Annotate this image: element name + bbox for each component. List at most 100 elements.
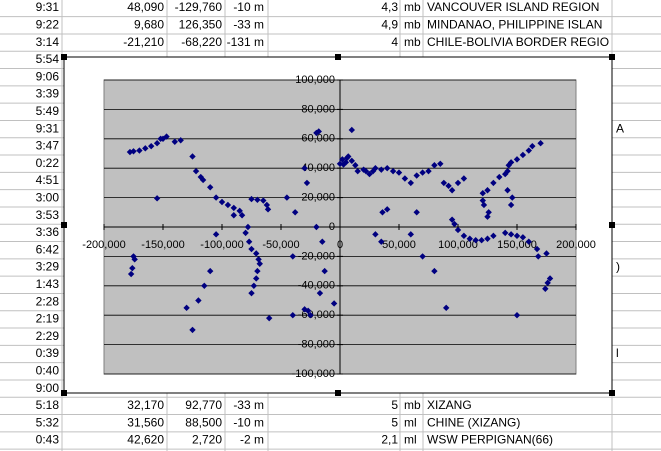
selection-handle xyxy=(61,390,67,396)
x-tick-label: -150,000 xyxy=(141,239,184,251)
y-tick-label: 80,000 xyxy=(301,103,335,115)
cell-text: 3:29 xyxy=(36,260,60,274)
data-point xyxy=(340,161,347,168)
y-tick-label: 20,000 xyxy=(301,192,335,204)
cell-text: CHILE-BOLIVIA BORDER REGIO xyxy=(427,35,609,49)
data-point xyxy=(384,165,391,172)
data-point xyxy=(253,275,260,282)
data-point xyxy=(307,312,314,319)
cell-text: CHINE (XIZANG) xyxy=(427,415,520,429)
cell-text: ml xyxy=(404,415,417,429)
data-point xyxy=(544,279,551,287)
data-point xyxy=(366,170,373,178)
cell-text: 9:31 xyxy=(36,121,60,135)
embedded-chart[interactable]: -100,000-80,000-60,000-40,000-20,000020,… xyxy=(61,54,615,396)
data-point xyxy=(207,267,214,275)
data-point xyxy=(535,253,542,260)
data-point xyxy=(443,304,450,312)
data-point xyxy=(437,160,444,167)
data-point xyxy=(199,176,207,184)
data-point xyxy=(533,245,541,253)
data-point xyxy=(413,209,420,216)
data-point xyxy=(425,167,432,175)
data-point xyxy=(379,209,386,216)
cell-text: 3:39 xyxy=(36,87,60,101)
data-point xyxy=(250,282,258,289)
data-point xyxy=(301,306,308,313)
data-point xyxy=(519,151,527,159)
cell-text: 9:37 xyxy=(36,450,60,451)
cell-text: 1:43 xyxy=(36,277,60,291)
data-point xyxy=(519,234,527,241)
data-point xyxy=(348,126,355,134)
data-point xyxy=(153,140,161,147)
data-point xyxy=(407,231,414,238)
x-tick-label: 0 xyxy=(337,239,343,251)
data-point xyxy=(431,162,438,169)
cell-text: 32,170 xyxy=(127,398,164,412)
data-point xyxy=(484,213,491,220)
selection-handle xyxy=(609,390,615,396)
data-point xyxy=(484,187,491,194)
cell-text: -131 m xyxy=(227,35,264,49)
data-point xyxy=(372,231,379,238)
cell-text: 3:36 xyxy=(36,225,60,239)
data-point xyxy=(142,145,149,152)
data-point xyxy=(189,153,196,160)
y-tick-label: -100,000 xyxy=(292,368,335,380)
cell-text: 31,560 xyxy=(127,415,164,429)
data-point xyxy=(183,304,190,312)
cell-text: -33 m xyxy=(233,398,264,412)
cell-text: 4 xyxy=(391,35,398,49)
data-point xyxy=(384,206,391,213)
cell-text: -129,760 xyxy=(175,0,223,14)
y-tick-label: -80,000 xyxy=(298,339,335,351)
data-point xyxy=(283,194,291,201)
data-point xyxy=(303,179,311,187)
data-point xyxy=(352,162,359,169)
data-point xyxy=(126,148,134,156)
data-point xyxy=(291,209,299,216)
data-point xyxy=(445,182,452,190)
cell-text: 9,680 xyxy=(134,17,164,31)
cell-text: ml xyxy=(404,433,417,447)
cell-text: 3:14 xyxy=(36,35,60,49)
cell-text: 88,500 xyxy=(185,415,222,429)
data-point xyxy=(260,197,267,204)
cell-text: 5:49 xyxy=(36,104,60,118)
data-point xyxy=(480,201,488,209)
data-point xyxy=(163,133,170,140)
data-point xyxy=(264,206,272,213)
data-point xyxy=(201,282,208,289)
data-point xyxy=(479,197,486,204)
data-point xyxy=(466,235,473,242)
data-point xyxy=(546,275,554,282)
data-point xyxy=(255,256,262,263)
x-tick-label: -200,000 xyxy=(82,239,125,251)
data-point xyxy=(266,314,273,322)
cell-text: 5:32 xyxy=(36,415,60,429)
data-point xyxy=(507,159,515,166)
data-point xyxy=(460,232,468,240)
data-point xyxy=(413,172,420,179)
data-point xyxy=(542,285,549,292)
cell-text: 0:40 xyxy=(36,363,60,377)
data-point xyxy=(479,189,486,197)
cell-text: -1 m xyxy=(240,450,264,451)
data-point xyxy=(529,142,536,150)
cell-text: 5 xyxy=(391,415,398,429)
cell-text: MINDANAO, PHILIPPINE ISLAN xyxy=(427,17,602,31)
y-tick-label: -20,000 xyxy=(298,250,335,262)
data-point xyxy=(348,157,355,165)
data-point xyxy=(454,179,462,187)
x-tick-label: -50,000 xyxy=(262,239,299,251)
data-point xyxy=(224,201,232,209)
data-point xyxy=(513,312,521,319)
data-point xyxy=(192,167,200,175)
data-point xyxy=(448,216,456,223)
data-point xyxy=(543,250,550,257)
data-point xyxy=(248,289,255,297)
cell-text: 0:22 xyxy=(36,156,60,170)
cell-text: XIZANG xyxy=(427,398,472,412)
data-point xyxy=(289,312,296,319)
